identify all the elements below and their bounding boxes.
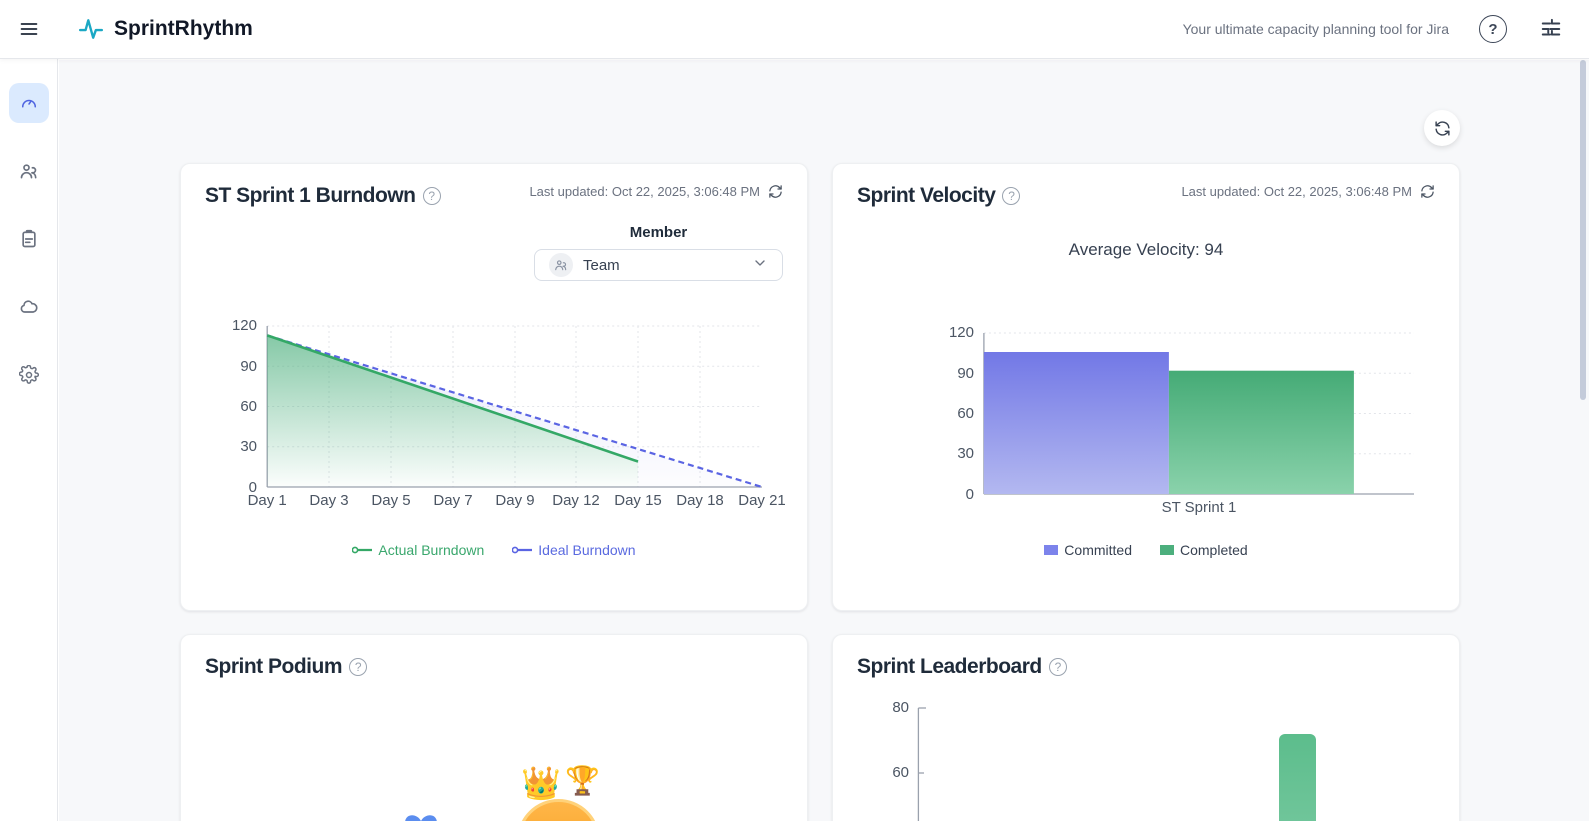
svg-text:0: 0 [966, 486, 974, 503]
svg-text:60: 60 [240, 398, 257, 415]
svg-text:Day 9: Day 9 [495, 492, 534, 509]
svg-text:Day 3: Day 3 [309, 492, 348, 509]
svg-text:Day 12: Day 12 [552, 492, 600, 509]
svg-text:90: 90 [240, 358, 257, 375]
svg-text:30: 30 [957, 445, 974, 462]
svg-text:Day 15: Day 15 [614, 492, 662, 509]
svg-text:80: 80 [892, 699, 909, 716]
svg-text:ST Sprint 1: ST Sprint 1 [1162, 499, 1237, 516]
svg-text:30: 30 [240, 438, 257, 455]
svg-text:Day 21: Day 21 [738, 492, 786, 509]
svg-text:90: 90 [957, 365, 974, 382]
svg-text:Day 18: Day 18 [676, 492, 724, 509]
svg-text:Day 1: Day 1 [248, 492, 287, 509]
svg-text:120: 120 [232, 317, 257, 334]
svg-text:120: 120 [949, 324, 974, 341]
svg-text:60: 60 [892, 764, 909, 781]
svg-text:60: 60 [957, 405, 974, 422]
svg-text:Day 5: Day 5 [371, 492, 410, 509]
svg-text:Day 7: Day 7 [433, 492, 472, 509]
